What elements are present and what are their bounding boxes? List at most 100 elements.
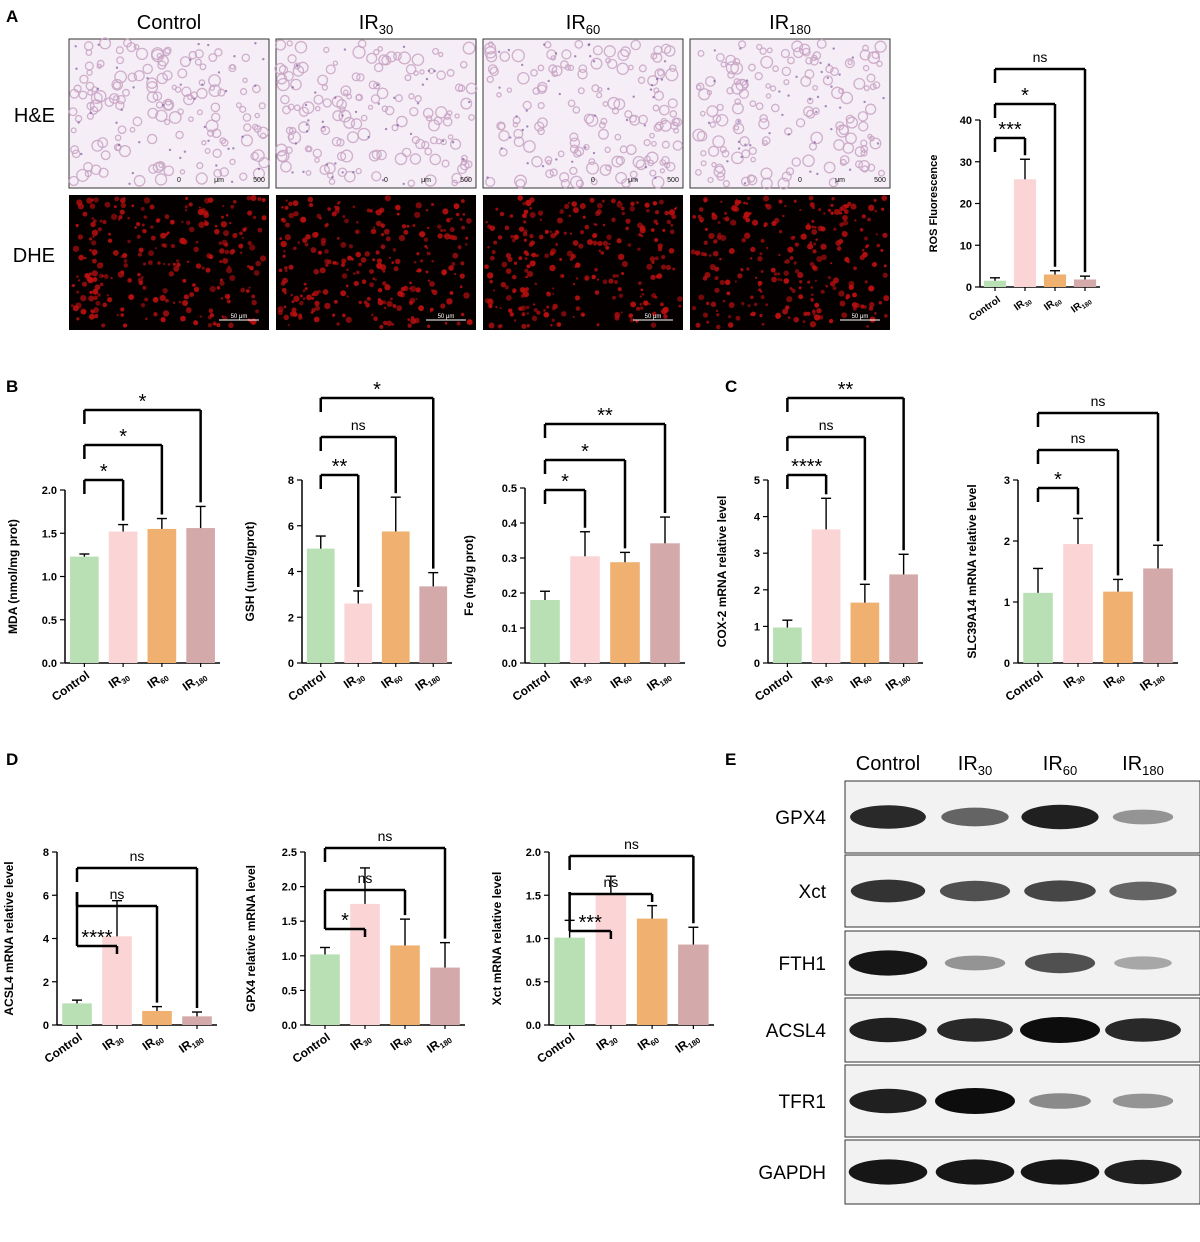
he-alveolus xyxy=(132,116,143,127)
significance-label: * xyxy=(1021,85,1029,107)
he-alveolus xyxy=(596,92,603,99)
dhe-signal xyxy=(654,256,659,261)
dhe-signal xyxy=(440,303,446,309)
dhe-signal xyxy=(347,255,353,261)
dhe-signal xyxy=(313,268,320,275)
dhe-signal xyxy=(379,324,384,329)
he-alveolus xyxy=(844,58,855,69)
dhe-signal xyxy=(523,229,528,234)
dhe-signal xyxy=(375,250,380,255)
dhe-signal xyxy=(399,292,405,298)
dhe-signal xyxy=(91,229,99,236)
he-scalebar-label: 500 xyxy=(667,177,679,184)
dhe-signal xyxy=(695,322,701,328)
x-tick-label-1: IR30 xyxy=(100,1030,127,1055)
dhe-signal xyxy=(119,209,125,215)
y-tick-label: 8 xyxy=(43,847,49,859)
he-scalebar-label: 0 xyxy=(384,177,388,184)
he-nucleus xyxy=(592,151,596,155)
y-tick-label: 0 xyxy=(754,658,760,670)
dhe-signal xyxy=(448,265,454,271)
he-alveolus xyxy=(692,128,706,142)
he-nucleus xyxy=(77,121,80,124)
dhe-signal xyxy=(341,258,347,264)
he-nucleus xyxy=(241,135,244,139)
dhe-signal xyxy=(242,227,247,232)
he-nucleus xyxy=(331,176,334,179)
dhe-signal xyxy=(284,205,289,210)
he-alveolus xyxy=(313,94,324,105)
he-alveolus xyxy=(828,177,839,188)
dhe-signal xyxy=(539,218,543,222)
he-nucleus xyxy=(425,77,429,81)
dhe-signal xyxy=(345,284,349,288)
he-alveolus xyxy=(438,51,444,58)
dhe-signal xyxy=(640,288,644,292)
he-alveolus xyxy=(242,77,248,84)
dhe-signal xyxy=(702,276,708,281)
dhe-signal xyxy=(80,308,87,315)
bar xyxy=(650,543,680,663)
he-alveolus xyxy=(632,155,646,169)
dhe-signal xyxy=(356,270,360,275)
dhe-signal xyxy=(383,228,390,235)
he-alveolus xyxy=(869,137,882,150)
dhe-signal xyxy=(500,281,507,288)
he-alveolus xyxy=(209,85,215,91)
dhe-signal xyxy=(523,220,527,224)
he-alveolus xyxy=(647,159,655,167)
dhe-signal xyxy=(720,200,723,203)
blot-protein-label: Xct xyxy=(799,882,827,903)
bar xyxy=(70,556,99,663)
dhe-signal xyxy=(678,304,682,308)
blot-lane-label-0: Control xyxy=(856,753,920,775)
dhe-signal xyxy=(120,202,127,209)
dhe-signal xyxy=(791,288,796,293)
he-alveolus xyxy=(305,170,312,176)
dhe-signal xyxy=(559,209,565,214)
bar xyxy=(1013,179,1037,287)
dhe-signal xyxy=(201,266,205,270)
dhe-signal xyxy=(195,240,199,244)
dhe-signal xyxy=(431,260,434,263)
he-alveolus xyxy=(317,74,329,86)
he-alveolus xyxy=(829,67,839,77)
dhe-signal xyxy=(143,197,151,204)
dhe-signal xyxy=(451,262,456,267)
dhe-signal xyxy=(232,199,237,204)
he-alveolus xyxy=(847,59,853,66)
dhe-signal xyxy=(284,269,288,273)
dhe-signal xyxy=(579,230,585,235)
dhe-signal xyxy=(529,260,536,267)
dhe-signal xyxy=(823,212,826,215)
dhe-signal xyxy=(495,207,499,211)
dhe-signal xyxy=(250,194,257,202)
he-nucleus xyxy=(441,139,445,143)
dhe-signal xyxy=(828,318,834,324)
dhe-signal xyxy=(657,243,663,249)
dhe-signal xyxy=(521,312,526,317)
dhe-signal xyxy=(750,246,756,253)
panel-letter-c: C xyxy=(725,377,737,396)
bar xyxy=(1023,592,1053,663)
he-nucleus xyxy=(451,141,455,144)
dhe-signal xyxy=(355,251,361,258)
he-alveolus xyxy=(465,82,478,95)
he-nucleus xyxy=(607,87,610,91)
dhe-signal xyxy=(385,236,391,242)
dhe-signal xyxy=(229,275,236,282)
dhe-signal xyxy=(734,280,738,283)
he-alveolus xyxy=(350,118,363,130)
bar xyxy=(350,903,380,1025)
he-nucleus xyxy=(584,146,587,149)
dhe-signal xyxy=(625,226,629,231)
blot-lane-label-1: IR30 xyxy=(958,753,992,778)
dhe-signal xyxy=(537,210,544,216)
dhe-signal xyxy=(306,294,312,301)
dhe-signal xyxy=(811,293,814,297)
dhe-signal xyxy=(589,197,595,203)
he-alveolus xyxy=(447,134,454,140)
dhe-signal xyxy=(743,201,746,205)
dhe-signal xyxy=(737,273,743,279)
bar xyxy=(1103,591,1133,663)
